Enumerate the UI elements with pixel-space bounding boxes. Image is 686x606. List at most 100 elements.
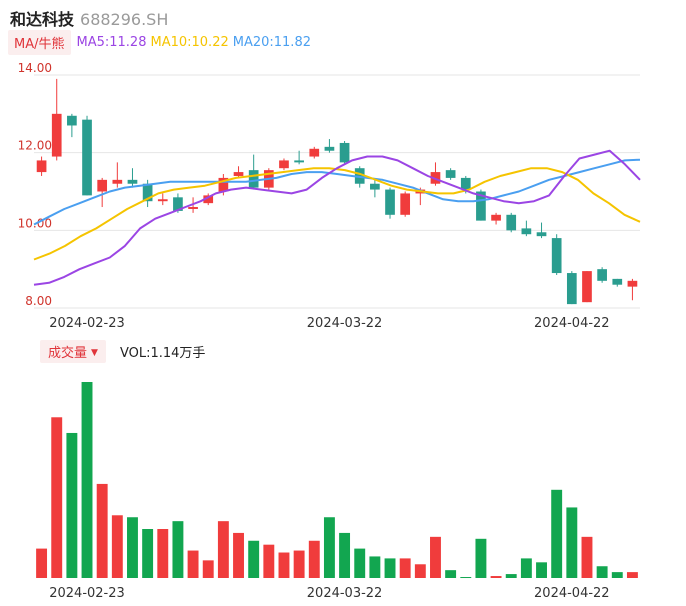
candle-body [127,179,138,184]
ma10-label: MA10:10.22 [150,34,229,50]
volume-bar [308,540,320,578]
volume-legend: 成交量 ▼ VOL:1.14万手 [40,339,206,363]
volume-bar [248,540,260,578]
volume-bar [414,564,426,578]
candle-body [157,199,168,202]
ma-indicator-button[interactable]: MA/牛熊 [8,29,71,55]
candle-body [551,238,562,274]
price-date-label: 2024-02-23 [49,316,125,331]
volume-bar [369,556,381,578]
candle-body [36,160,47,173]
volume-bar [96,483,108,578]
price-date-label: 2024-04-22 [534,316,610,331]
volume-bar [566,507,578,578]
candle-body [309,148,320,157]
volume-indicator-button[interactable]: 成交量 ▼ [40,339,106,363]
volume-bar [505,574,517,578]
candle-body [294,160,304,163]
volume-bar [323,517,335,578]
volume-date-label: 2024-03-22 [307,586,383,601]
candle-body [460,177,471,190]
volume-bar [111,515,123,578]
ma5-line [33,149,641,286]
volume-bar [51,417,63,578]
candle-body [188,207,198,209]
price-tick-label: 8.00 [25,294,52,308]
volume-bar [490,576,502,578]
candle-body [82,119,92,196]
candle-body [612,278,623,285]
volume-bar [354,548,366,578]
candle-body [279,160,289,169]
volume-bar [293,550,305,578]
volume-bar [596,566,608,578]
volume-bar [384,558,396,578]
caret-down-icon: ▼ [91,347,98,358]
candle-body [142,183,153,202]
volume-bar [202,560,214,578]
candle-body [370,183,380,190]
volume-bar [81,382,93,578]
volume-date-label: 2024-02-23 [49,586,125,601]
volume-bar [263,544,275,578]
candle-body [445,170,456,178]
volume-bar [581,536,593,578]
volume-bar [36,548,48,578]
ma20-line [33,158,641,226]
stock-code: 688296.SH [80,10,169,29]
stock-name: 和达科技 [10,10,75,29]
volume-bar [233,532,244,578]
volume-bar [187,550,199,578]
volume-bar [475,538,487,578]
volume-bar [626,572,638,578]
candle-body [218,177,229,192]
volume-bar [142,529,154,578]
price-date-label: 2024-03-22 [307,316,383,331]
volume-bar [339,532,351,578]
volume-bar [66,432,78,578]
volume-bar [460,577,472,579]
candle-body [248,170,259,188]
volume-bar [127,517,138,578]
volume-bar [430,536,441,578]
volume-value-label: VOL:1.14万手 [119,345,206,361]
candle-body [324,146,335,151]
candle-body [203,195,214,204]
candle-body [67,115,77,126]
volume-date-label: 2024-04-22 [534,586,610,601]
candle-body [476,191,486,221]
candle-body [97,179,108,192]
volume-bar [536,562,547,578]
stock-header: 和达科技 688296.SH [10,6,169,29]
volume-bar [611,572,623,578]
candle-body [597,269,607,281]
candle-body [627,280,638,287]
ma5-label: MA5:11.28 [76,34,147,50]
candle-body [491,214,501,221]
candle-body [233,172,244,176]
candle-body [566,273,577,305]
candle-body [112,179,123,184]
candle-body [51,113,62,157]
volume-button-label: 成交量 [48,345,88,361]
candle-body [339,142,350,163]
candle-body [385,189,395,215]
ma-legend: MA/牛熊 MA5:11.28 MA10:10.22 MA20:11.82 [8,29,315,55]
volume-bar [551,489,563,578]
candle-body [173,197,183,211]
volume-bar [399,558,411,578]
volume-bar [172,521,184,578]
candle-body [506,214,517,231]
candle-body [521,228,532,235]
candle-body [400,193,411,215]
volume-bar [157,529,169,578]
candle-body [582,271,592,303]
volume-bar [278,552,290,578]
volume-bar [217,521,229,578]
volume-bar [520,558,532,578]
ma20-label: MA20:11.82 [232,34,311,50]
volume-bar [445,570,457,578]
price-tick-label: 14.00 [18,61,52,75]
price-tick-label: 12.00 [18,139,52,153]
